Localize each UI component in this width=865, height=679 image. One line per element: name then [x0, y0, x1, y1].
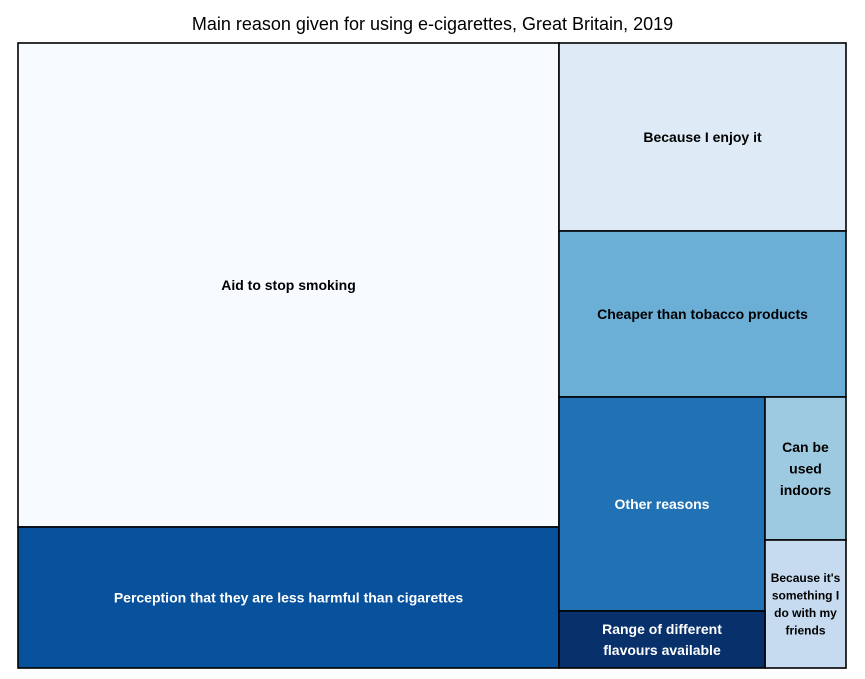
treemap-tile-because-i-enjoy-it: Because I enjoy it: [558, 42, 847, 232]
treemap-label: Range of different flavours available: [602, 621, 722, 658]
treemap-label: Cheaper than tobacco products: [597, 306, 808, 322]
treemap-tile-range-of-different-flavours-available: Range of different flavours available: [558, 610, 766, 669]
treemap-rect: [558, 396, 766, 612]
treemap-tile-perception-that-they-are-less-harmful-than-cigarettes: Perception that they are less harmful th…: [17, 526, 560, 669]
treemap-tile-cheaper-than-tobacco-products: Cheaper than tobacco products: [558, 230, 847, 398]
treemap-rect: [558, 42, 847, 232]
treemap-label: Aid to stop smoking: [221, 277, 356, 293]
treemap-tile-can-be-used-indoors: Can be used indoors: [764, 396, 847, 541]
treemap-tile-other-reasons: Other reasons: [558, 396, 766, 612]
treemap-tile-aid-to-stop-smoking: Aid to stop smoking: [17, 42, 560, 528]
treemap-label: Because I enjoy it: [643, 129, 762, 145]
treemap-rect: [17, 526, 560, 669]
treemap-rect: [764, 396, 847, 541]
treemap-label: Can be used indoors: [780, 439, 832, 498]
treemap-label: Other reasons: [615, 496, 710, 512]
treemap-rect: [558, 230, 847, 398]
treemap-rect: [764, 539, 847, 669]
chart-title: Main reason given for using e-cigarettes…: [191, 14, 674, 34]
treemap-rect: [558, 610, 766, 669]
treemap-label: Perception that they are less harmful th…: [114, 589, 464, 605]
